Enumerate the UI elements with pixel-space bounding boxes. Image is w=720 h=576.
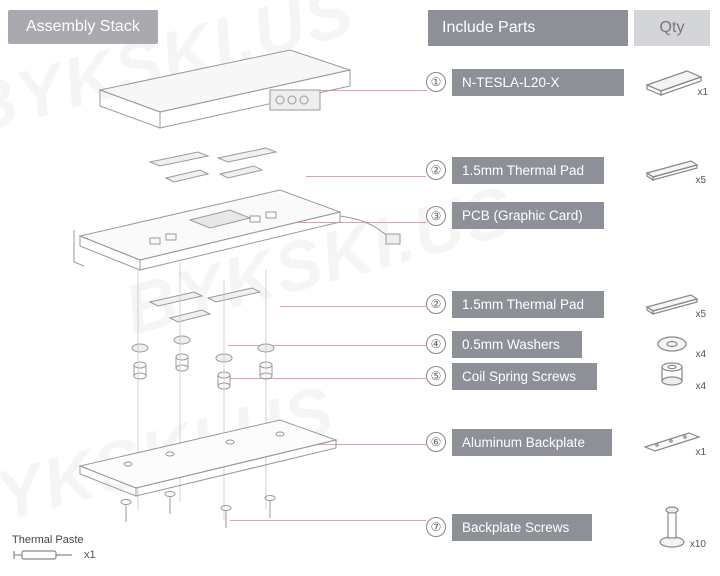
part-qty-cell: x4 [634, 326, 710, 362]
part-qty: x1 [695, 447, 706, 458]
part-qty-cell: x1 [634, 424, 710, 460]
part-number: ⑦ [426, 517, 446, 537]
part-qty-cell: x5 [634, 286, 710, 322]
part-qty: x10 [690, 539, 706, 550]
part-number: ⑥ [426, 432, 446, 452]
part-row-4: ② 1.5mm Thermal Pad x5 [426, 286, 710, 322]
thermal-paste-label: Thermal Paste [12, 534, 84, 546]
part-label: Aluminum Backplate [452, 429, 612, 456]
part-row-6: ⑤ Coil Spring Screws x4 [426, 358, 710, 394]
part-qty: x4 [695, 381, 706, 392]
parts-header: Include Parts Qty [428, 10, 710, 46]
part-label: 1.5mm Thermal Pad [452, 291, 604, 318]
part-qty-cell: x5 [634, 152, 710, 188]
part-number: ③ [426, 206, 446, 226]
part-number: ② [426, 160, 446, 180]
part-label: Coil Spring Screws [452, 363, 597, 390]
syringe-icon [12, 546, 78, 564]
title-badge: Assembly Stack [8, 10, 158, 44]
part-qty: x5 [695, 309, 706, 320]
part-row-3: ③ PCB (Graphic Card) [426, 202, 710, 229]
part-label: 1.5mm Thermal Pad [452, 157, 604, 184]
part-number: ④ [426, 334, 446, 354]
part-qty-cell: x4 [634, 358, 710, 394]
part-qty-cell: x10 [634, 502, 710, 552]
header-qty: Qty [634, 10, 710, 46]
thermal-paste-qty: x1 [84, 549, 96, 561]
part-qty: x1 [697, 87, 708, 98]
part-number: ① [426, 72, 446, 92]
part-label: 0.5mm Washers [452, 331, 582, 358]
part-row-7: ⑥ Aluminum Backplate x1 [426, 424, 710, 460]
header-parts: Include Parts [428, 10, 628, 46]
part-row-5: ④ 0.5mm Washers x4 [426, 326, 710, 362]
part-label: N-TESLA-L20-X [452, 69, 624, 96]
thermal-paste-note: Thermal Paste x1 [12, 534, 96, 564]
part-row-2: ② 1.5mm Thermal Pad x5 [426, 152, 710, 188]
part-number: ⑤ [426, 366, 446, 386]
part-row-1: ① N-TESLA-L20-X x1 [426, 64, 710, 100]
part-number: ② [426, 294, 446, 314]
part-qty-cell: x1 [636, 64, 712, 100]
part-qty: x5 [695, 175, 706, 186]
part-row-8: ⑦ Backplate Screws x10 [426, 502, 710, 552]
exploded-diagram [10, 40, 420, 560]
part-label: PCB (Graphic Card) [452, 202, 604, 229]
part-label: Backplate Screws [452, 514, 592, 541]
